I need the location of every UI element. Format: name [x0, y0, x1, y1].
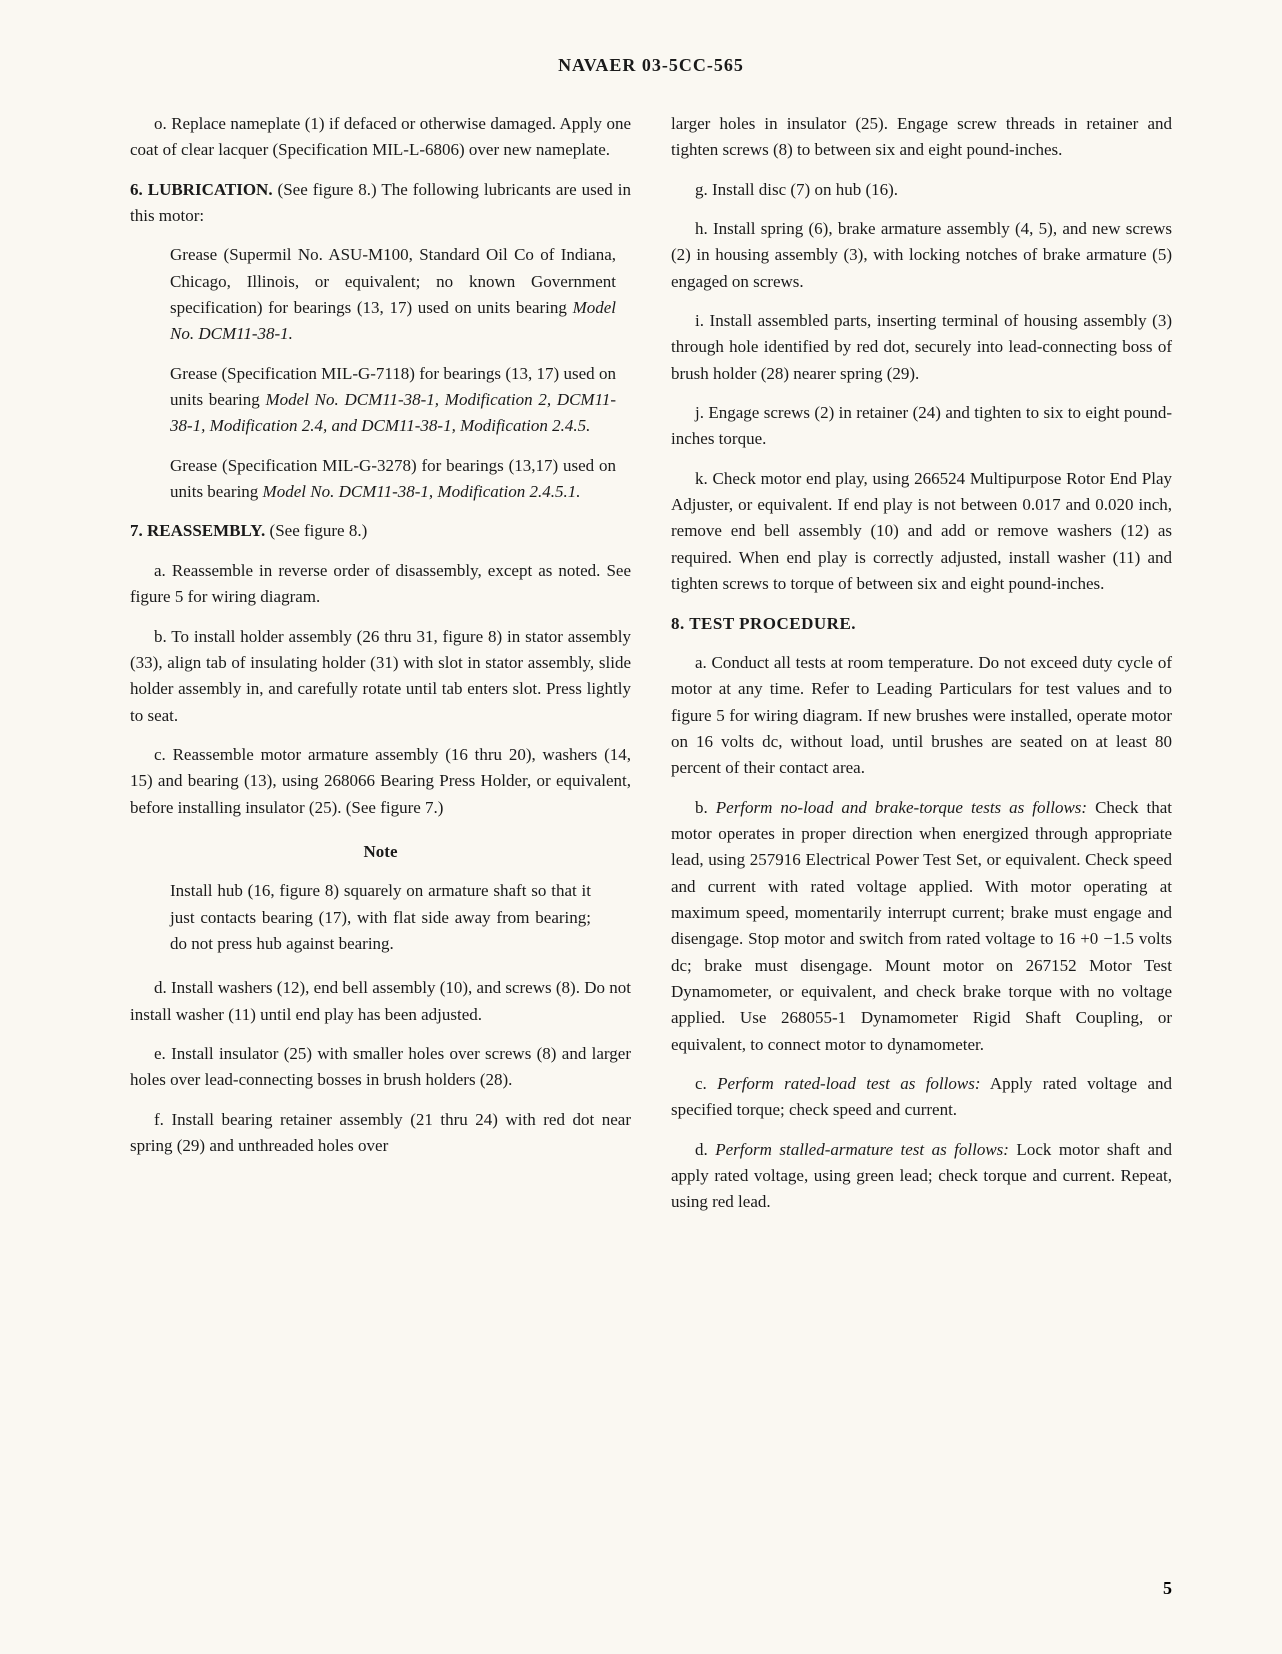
para-8a: a. Conduct all tests at room temperature… — [671, 650, 1172, 782]
columns-container: o. Replace nameplate (1) if defaced or o… — [130, 111, 1172, 1229]
para-7e: e. Install insulator (25) with smaller h… — [130, 1041, 631, 1094]
section-7-heading: 7. REASSEMBLY. — [130, 521, 265, 540]
section-8-heading: 8. TEST PROCEDURE. — [671, 611, 1172, 637]
para-o: o. Replace nameplate (1) if defaced or o… — [130, 111, 631, 164]
note-heading: Note — [130, 839, 631, 865]
page-container: NAVAER 03-5CC-565 o. Replace nameplate (… — [0, 0, 1282, 1654]
grease-3-model: Model No. DCM11-38-1, Modification 2.4.5… — [263, 482, 581, 501]
page-number: 5 — [1163, 1578, 1172, 1599]
para-7h: h. Install spring (6), brake armature as… — [671, 216, 1172, 295]
para-7g: g. Install disc (7) on hub (16). — [671, 177, 1172, 203]
section-7-text: (See figure 8.) — [265, 521, 367, 540]
grease-1: Grease (Supermil No. ASU-M100, Standard … — [170, 242, 616, 347]
para-8b: b. Perform no-load and brake-torque test… — [671, 795, 1172, 1058]
para-7a: a. Reassemble in reverse order of disass… — [130, 558, 631, 611]
para-8c-prefix: c. — [695, 1074, 717, 1093]
para-7f-cont: larger holes in insulator (25). Engage s… — [671, 111, 1172, 164]
para-8b-text: Check that motor operates in proper dire… — [671, 798, 1172, 1054]
left-column: o. Replace nameplate (1) if defaced or o… — [130, 111, 631, 1229]
para-8c-italic: Perform rated-load test as follows: — [717, 1074, 980, 1093]
para-8d-prefix: d. — [695, 1140, 715, 1159]
para-8d: d. Perform stalled-armature test as foll… — [671, 1137, 1172, 1216]
right-column: larger holes in insulator (25). Engage s… — [671, 111, 1172, 1229]
para-7f: f. Install bearing retainer assembly (21… — [130, 1107, 631, 1160]
document-header: NAVAER 03-5CC-565 — [130, 55, 1172, 76]
para-7c: c. Reassemble motor armature assembly (1… — [130, 742, 631, 821]
para-8d-italic: Perform stalled-armature test as follows… — [715, 1140, 1009, 1159]
para-7k: k. Check motor end play, using 266524 Mu… — [671, 466, 1172, 598]
section-6-heading: 6. LUBRICATION. — [130, 180, 273, 199]
para-8c: c. Perform rated-load test as follows: A… — [671, 1071, 1172, 1124]
section-6: 6. LUBRICATION. (See figure 8.) The foll… — [130, 177, 631, 230]
para-7j: j. Engage screws (2) in retainer (24) an… — [671, 400, 1172, 453]
grease-2: Grease (Specification MIL-G-7118) for be… — [170, 361, 616, 440]
grease-3: Grease (Specification MIL-G-3278) for be… — [170, 453, 616, 506]
para-8b-italic: Perform no-load and brake-torque tests a… — [716, 798, 1087, 817]
para-8b-prefix: b. — [695, 798, 716, 817]
para-7b: b. To install holder assembly (26 thru 3… — [130, 624, 631, 729]
grease-1-text: Grease (Supermil No. ASU-M100, Standard … — [170, 245, 616, 317]
para-7d: d. Install washers (12), end bell assemb… — [130, 975, 631, 1028]
para-7i: i. Install assembled parts, inserting te… — [671, 308, 1172, 387]
note-body: Install hub (16, figure 8) squarely on a… — [170, 878, 591, 957]
section-7: 7. REASSEMBLY. (See figure 8.) — [130, 518, 631, 544]
